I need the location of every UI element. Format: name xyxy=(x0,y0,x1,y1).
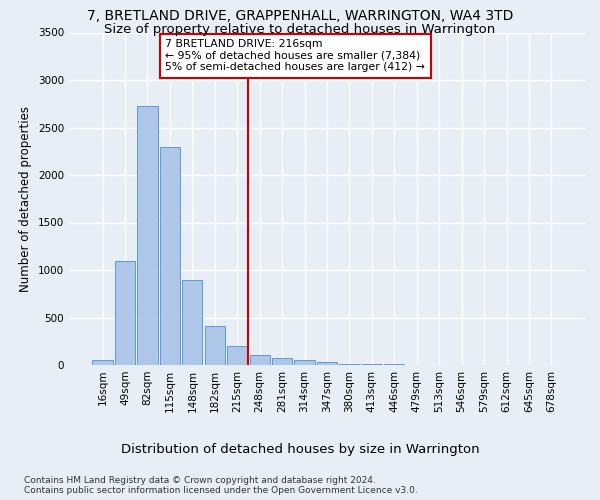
Bar xyxy=(182,280,202,365)
Bar xyxy=(272,358,292,365)
Bar xyxy=(317,362,337,365)
Text: 7, BRETLAND DRIVE, GRAPPENHALL, WARRINGTON, WA4 3TD: 7, BRETLAND DRIVE, GRAPPENHALL, WARRINGT… xyxy=(87,9,513,23)
Text: Distribution of detached houses by size in Warrington: Distribution of detached houses by size … xyxy=(121,442,479,456)
Bar xyxy=(160,148,180,365)
Text: Contains HM Land Registry data © Crown copyright and database right 2024.
Contai: Contains HM Land Registry data © Crown c… xyxy=(24,476,418,495)
Bar xyxy=(137,106,158,365)
Bar xyxy=(227,346,247,365)
Bar xyxy=(362,364,382,365)
Bar xyxy=(205,326,225,365)
Bar xyxy=(115,260,135,365)
Bar xyxy=(384,364,404,365)
Y-axis label: Number of detached properties: Number of detached properties xyxy=(19,106,32,292)
Bar xyxy=(340,364,359,365)
Bar xyxy=(250,355,270,365)
Bar xyxy=(295,360,314,365)
Text: Size of property relative to detached houses in Warrington: Size of property relative to detached ho… xyxy=(104,22,496,36)
Bar xyxy=(92,360,113,365)
Text: 7 BRETLAND DRIVE: 216sqm
← 95% of detached houses are smaller (7,384)
5% of semi: 7 BRETLAND DRIVE: 216sqm ← 95% of detach… xyxy=(166,39,425,72)
